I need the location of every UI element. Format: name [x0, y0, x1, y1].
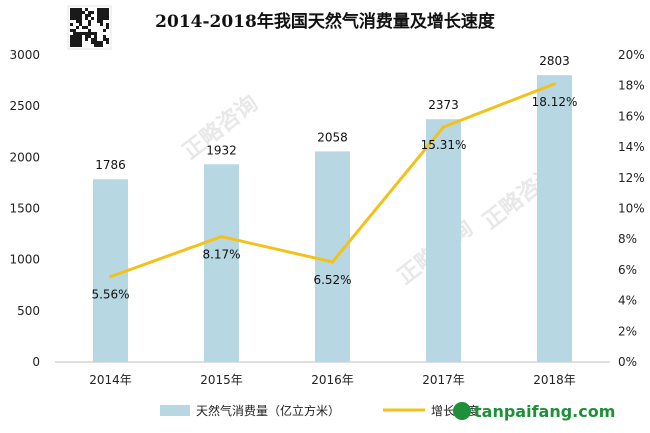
bar-series	[93, 75, 572, 363]
x-tick-label: 2014年	[89, 373, 132, 387]
legend-bar-label: 天然气消费量（亿立方米）	[196, 403, 340, 418]
left-y-tick-label: 0	[32, 355, 40, 369]
bar-value-label: 2058	[317, 130, 348, 144]
bar-value-label: 2373	[428, 98, 459, 112]
brand-text: tanpaifang.com	[474, 402, 615, 421]
x-tick-label: 2018年	[533, 373, 576, 387]
right-y-tick-label: 20%	[618, 48, 645, 62]
leaf-icon	[453, 402, 471, 420]
line-value-label: 5.56%	[91, 288, 129, 302]
bar	[204, 164, 239, 362]
line-point	[109, 275, 112, 279]
left-y-tick-label: 2000	[9, 150, 40, 164]
right-y-tick-label: 6%	[618, 263, 637, 277]
line-value-label: 15.31%	[421, 138, 467, 152]
legend: 天然气消费量（亿立方米） 增长速度	[160, 403, 479, 418]
left-y-tick-label: 1500	[9, 202, 40, 216]
bar	[426, 119, 461, 363]
line-point	[442, 125, 445, 129]
bar-value-label: 2803	[539, 54, 570, 68]
line-data-labels: 5.56% 8.17% 6.52% 15.31% 18.12%	[91, 95, 577, 302]
line-value-label: 6.52%	[313, 273, 351, 287]
right-y-tick-label: 14%	[618, 140, 645, 154]
qr-code	[67, 5, 112, 50]
chart-title: 2014-2018年我国天然气消费量及增长速度	[155, 11, 496, 32]
brand-logo: tanpaifang.com	[453, 402, 615, 421]
left-y-tick-label: 2500	[9, 99, 40, 113]
legend-bar-swatch	[160, 405, 190, 416]
x-tick-label: 2016年	[311, 373, 354, 387]
right-y-tick-label: 4%	[618, 294, 637, 308]
right-y-tick-label: 0%	[618, 355, 637, 369]
bar-value-label: 1932	[206, 143, 237, 157]
bar	[93, 179, 128, 362]
bar	[537, 75, 572, 362]
bar-data-labels: 1786 1932 2058 2373 2803	[95, 54, 570, 172]
x-tick-label: 2015年	[200, 373, 243, 387]
line-point	[553, 82, 556, 86]
right-y-tick-label: 16%	[618, 109, 645, 123]
x-axis-ticks: 2014年 2015年 2016年 2017年 2018年	[89, 373, 576, 387]
left-y-tick-label: 500	[17, 304, 40, 318]
right-y-tick-label: 10%	[618, 202, 645, 216]
right-y-axis: 0% 2% 4% 6% 8% 10% 12% 14% 16% 18% 20%	[618, 48, 645, 369]
bar	[315, 151, 350, 362]
line-value-label: 8.17%	[202, 248, 240, 262]
line-series	[109, 82, 556, 279]
line-point	[331, 260, 334, 264]
right-y-tick-label: 18%	[618, 79, 645, 93]
left-y-tick-label: 3000	[9, 48, 40, 62]
left-y-tick-label: 1000	[9, 253, 40, 267]
left-y-axis: 0 500 1000 1500 2000 2500 3000	[9, 48, 40, 369]
right-y-tick-label: 8%	[618, 232, 637, 246]
right-y-tick-label: 12%	[618, 171, 645, 185]
bar-value-label: 1786	[95, 158, 126, 172]
line-point	[220, 235, 223, 239]
right-y-tick-label: 2%	[618, 324, 637, 338]
line-value-label: 18.12%	[532, 95, 578, 109]
x-tick-label: 2017年	[422, 373, 465, 387]
